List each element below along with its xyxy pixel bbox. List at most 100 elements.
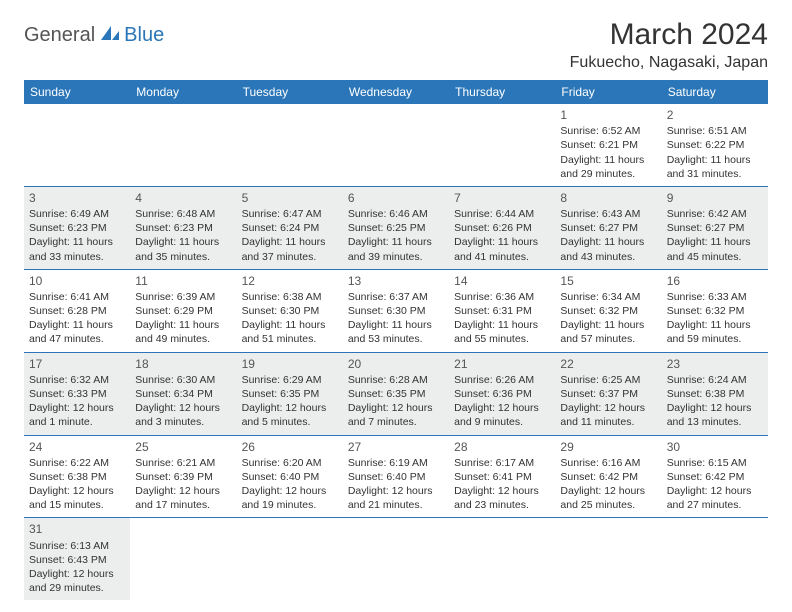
day-number: 28 [454,439,550,455]
daylight-text: Daylight: 12 hours and 27 minutes. [667,484,763,512]
sunset-text: Sunset: 6:38 PM [29,470,125,484]
day-number: 8 [560,190,656,206]
sunrise-text: Sunrise: 6:29 AM [242,373,338,387]
day-number: 19 [242,356,338,372]
day-cell: 8Sunrise: 6:43 AMSunset: 6:27 PMDaylight… [555,187,661,269]
day-cell: 21Sunrise: 6:26 AMSunset: 6:36 PMDayligh… [449,353,555,435]
sunset-text: Sunset: 6:35 PM [348,387,444,401]
day-cell: 5Sunrise: 6:47 AMSunset: 6:24 PMDaylight… [237,187,343,269]
day-number: 26 [242,439,338,455]
day-cell: 10Sunrise: 6:41 AMSunset: 6:28 PMDayligh… [24,270,130,352]
sunrise-text: Sunrise: 6:20 AM [242,456,338,470]
sunset-text: Sunset: 6:22 PM [667,138,763,152]
sunset-text: Sunset: 6:30 PM [348,304,444,318]
sunset-text: Sunset: 6:23 PM [29,221,125,235]
day-cell [343,104,449,186]
sunrise-text: Sunrise: 6:41 AM [29,290,125,304]
day-cell: 29Sunrise: 6:16 AMSunset: 6:42 PMDayligh… [555,436,661,518]
day-number: 12 [242,273,338,289]
daylight-text: Daylight: 11 hours and 35 minutes. [135,235,231,263]
sunrise-text: Sunrise: 6:44 AM [454,207,550,221]
day-number: 14 [454,273,550,289]
daylight-text: Daylight: 11 hours and 41 minutes. [454,235,550,263]
sunset-text: Sunset: 6:23 PM [135,221,231,235]
day-cell: 18Sunrise: 6:30 AMSunset: 6:34 PMDayligh… [130,353,236,435]
sunrise-text: Sunrise: 6:34 AM [560,290,656,304]
week-row: 17Sunrise: 6:32 AMSunset: 6:33 PMDayligh… [24,353,768,436]
day-cell: 1Sunrise: 6:52 AMSunset: 6:21 PMDaylight… [555,104,661,186]
day-cell: 28Sunrise: 6:17 AMSunset: 6:41 PMDayligh… [449,436,555,518]
sunset-text: Sunset: 6:25 PM [348,221,444,235]
sunrise-text: Sunrise: 6:39 AM [135,290,231,304]
logo-text-blue: Blue [124,24,164,47]
sunrise-text: Sunrise: 6:32 AM [29,373,125,387]
day-cell: 9Sunrise: 6:42 AMSunset: 6:27 PMDaylight… [662,187,768,269]
daylight-text: Daylight: 11 hours and 55 minutes. [454,318,550,346]
day-cell: 15Sunrise: 6:34 AMSunset: 6:32 PMDayligh… [555,270,661,352]
daylight-text: Daylight: 12 hours and 11 minutes. [560,401,656,429]
daylight-text: Daylight: 12 hours and 7 minutes. [348,401,444,429]
sunrise-text: Sunrise: 6:38 AM [242,290,338,304]
sunrise-text: Sunrise: 6:47 AM [242,207,338,221]
daylight-text: Daylight: 11 hours and 39 minutes. [348,235,444,263]
day-number: 27 [348,439,444,455]
sunset-text: Sunset: 6:40 PM [242,470,338,484]
day-number: 10 [29,273,125,289]
daylight-text: Daylight: 11 hours and 31 minutes. [667,153,763,181]
sunrise-text: Sunrise: 6:16 AM [560,456,656,470]
day-cell [449,518,555,600]
sunset-text: Sunset: 6:41 PM [454,470,550,484]
day-cell: 6Sunrise: 6:46 AMSunset: 6:25 PMDaylight… [343,187,449,269]
sunset-text: Sunset: 6:43 PM [29,553,125,567]
daylight-text: Daylight: 12 hours and 23 minutes. [454,484,550,512]
sunset-text: Sunset: 6:40 PM [348,470,444,484]
day-number: 13 [348,273,444,289]
day-number: 24 [29,439,125,455]
daylight-text: Daylight: 11 hours and 33 minutes. [29,235,125,263]
day-number: 2 [667,107,763,123]
daylight-text: Daylight: 11 hours and 43 minutes. [560,235,656,263]
day-cell: 13Sunrise: 6:37 AMSunset: 6:30 PMDayligh… [343,270,449,352]
week-row: 31 Sunrise: 6:13 AMSunset: 6:43 PMDayligh… [24,518,768,600]
header: General Blue March 2024 Fukuecho, Nagasa… [24,18,768,72]
sunrise-text: Sunrise: 6:37 AM [348,290,444,304]
sunrise-text: Sunrise: 6:19 AM [348,456,444,470]
sunset-text: Sunset: 6:38 PM [667,387,763,401]
sunrise-text: Sunrise: 6:46 AM [348,207,444,221]
daylight-text: Daylight: 12 hours and 3 minutes. [135,401,231,429]
daylight-text: Daylight: 11 hours and 53 minutes. [348,318,444,346]
day-number: 31 [29,521,125,537]
day-number: 20 [348,356,444,372]
day-cell [130,104,236,186]
sunrise-text: Sunrise: 6:22 AM [29,456,125,470]
day-cell: 31 Sunrise: 6:13 AMSunset: 6:43 PMDayligh… [24,518,130,600]
day-number: 16 [667,273,763,289]
sail-icon [99,24,121,47]
sunrise-text: Sunrise: 6:49 AM [29,207,125,221]
calendar: SundayMondayTuesdayWednesdayThursdayFrid… [24,80,768,600]
sunset-text: Sunset: 6:31 PM [454,304,550,318]
sunrise-text: Sunrise: 6:13 AM [29,539,125,553]
sunrise-text: Sunrise: 6:17 AM [454,456,550,470]
daylight-text: Daylight: 12 hours and 21 minutes. [348,484,444,512]
day-cell: 11Sunrise: 6:39 AMSunset: 6:29 PMDayligh… [130,270,236,352]
day-cell: 2Sunrise: 6:51 AMSunset: 6:22 PMDaylight… [662,104,768,186]
sunrise-text: Sunrise: 6:25 AM [560,373,656,387]
day-cell: 30Sunrise: 6:15 AMSunset: 6:42 PMDayligh… [662,436,768,518]
daylight-text: Daylight: 12 hours and 29 minutes. [29,567,125,595]
day-number: 15 [560,273,656,289]
sunrise-text: Sunrise: 6:33 AM [667,290,763,304]
day-cell: 4Sunrise: 6:48 AMSunset: 6:23 PMDaylight… [130,187,236,269]
day-number: 4 [135,190,231,206]
day-number: 6 [348,190,444,206]
daylight-text: Daylight: 12 hours and 25 minutes. [560,484,656,512]
day-cell: 17Sunrise: 6:32 AMSunset: 6:33 PMDayligh… [24,353,130,435]
week-row: 24Sunrise: 6:22 AMSunset: 6:38 PM Dayligh… [24,436,768,519]
daylight-text: Daylight: 12 hours and 1 minute. [29,401,125,429]
day-cell: 7Sunrise: 6:44 AMSunset: 6:26 PMDaylight… [449,187,555,269]
day-number: 3 [29,190,125,206]
sunset-text: Sunset: 6:30 PM [242,304,338,318]
sunrise-text: Sunrise: 6:24 AM [667,373,763,387]
day-cell [130,518,236,600]
day-cell: 22Sunrise: 6:25 AMSunset: 6:37 PMDayligh… [555,353,661,435]
